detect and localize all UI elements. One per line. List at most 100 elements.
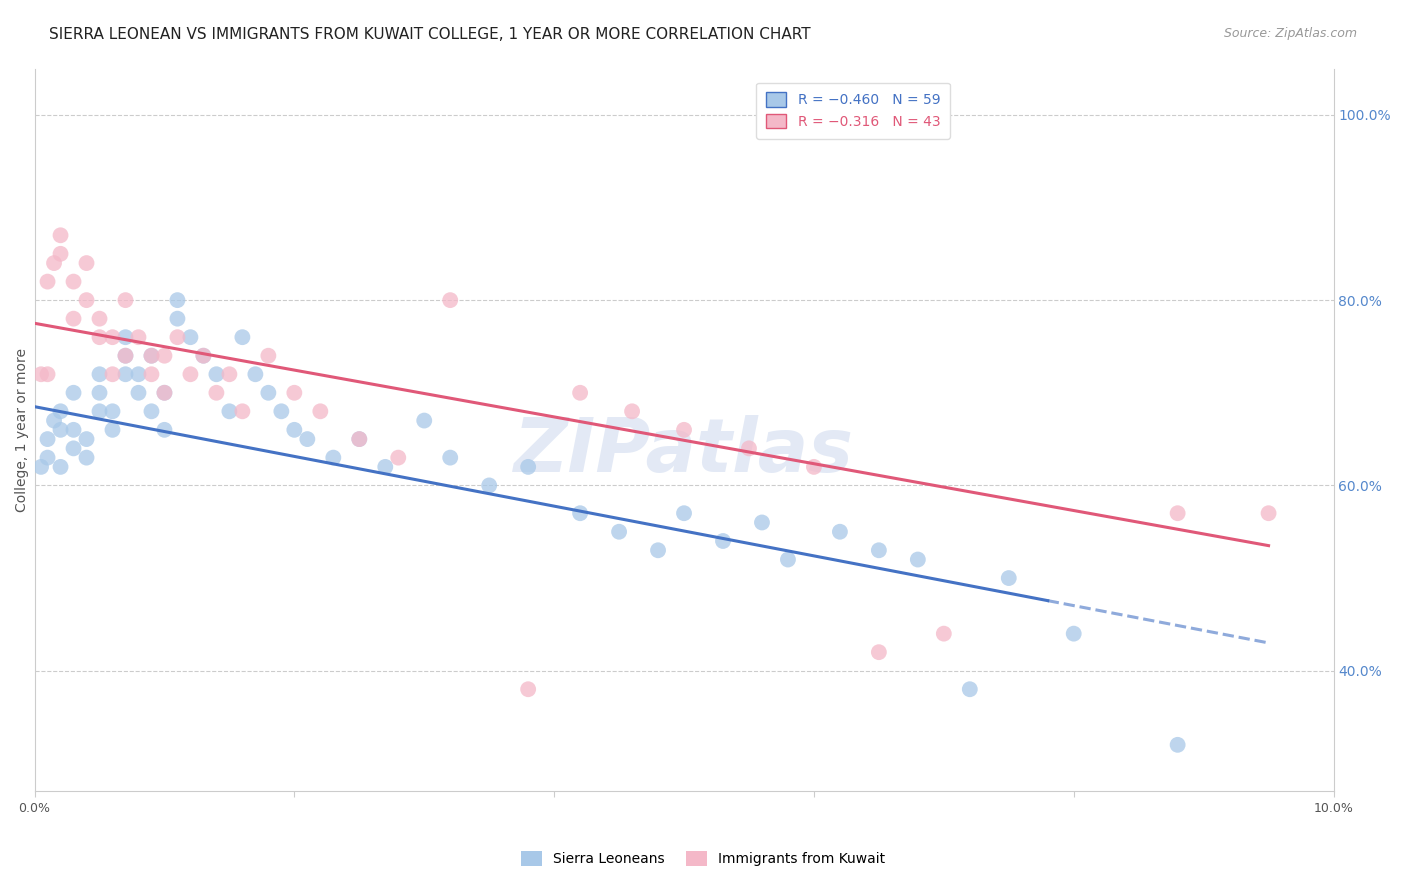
Point (569, 385, 592, 400)
Point (1167, 738, 1189, 752)
Point (673, 423, 696, 437)
Point (153, 349, 176, 363)
Point (297, 432, 319, 446)
Point (141, 349, 163, 363)
Point (37, 368, 59, 382)
Point (166, 330, 188, 344)
Point (141, 349, 163, 363)
Point (193, 349, 215, 363)
Point (517, 682, 540, 697)
Point (89, 368, 111, 382)
Point (270, 404, 292, 418)
Point (37, 450, 59, 465)
Point (517, 459, 540, 474)
Point (868, 543, 890, 558)
Point (231, 404, 253, 418)
Point (62, 423, 84, 437)
Text: ZIPatlas: ZIPatlas (515, 415, 853, 488)
Point (569, 506, 592, 520)
Point (439, 450, 461, 465)
Point (101, 330, 124, 344)
Point (711, 534, 734, 549)
Text: SIERRA LEONEAN VS IMMIGRANTS FROM KUWAIT COLLEGE, 1 YEAR OR MORE CORRELATION CHA: SIERRA LEONEAN VS IMMIGRANTS FROM KUWAIT… (49, 27, 811, 42)
Point (257, 385, 280, 400)
Point (62, 385, 84, 400)
Point (49, 423, 72, 437)
Point (179, 368, 201, 382)
Point (245, 368, 267, 382)
Y-axis label: College, 1 year or more: College, 1 year or more (15, 348, 30, 512)
Point (932, 626, 955, 640)
Point (30, 368, 52, 382)
Point (49, 459, 72, 474)
Point (218, 368, 240, 382)
Point (673, 506, 696, 520)
Point (76, 256, 98, 270)
Point (153, 385, 176, 400)
Point (1063, 626, 1085, 640)
Point (49, 404, 72, 418)
Point (439, 293, 461, 307)
Point (283, 385, 305, 400)
Point (387, 450, 409, 465)
Point (959, 682, 981, 697)
Point (153, 385, 176, 400)
Point (127, 385, 149, 400)
Point (205, 385, 228, 400)
Point (62, 311, 84, 326)
Point (803, 459, 825, 474)
Point (101, 404, 124, 418)
Point (257, 349, 280, 363)
Point (283, 423, 305, 437)
Point (1167, 506, 1189, 520)
Point (374, 459, 396, 474)
Point (76, 450, 98, 465)
Point (193, 349, 215, 363)
Point (114, 349, 136, 363)
Point (42, 256, 65, 270)
Point (738, 442, 761, 456)
Point (127, 330, 149, 344)
Point (322, 450, 344, 465)
Point (62, 442, 84, 456)
Point (114, 330, 136, 344)
Point (49, 228, 72, 243)
Point (413, 413, 436, 427)
Point (607, 524, 630, 539)
Point (141, 368, 163, 382)
Point (114, 349, 136, 363)
Point (907, 552, 929, 566)
Point (114, 368, 136, 382)
Point (231, 330, 253, 344)
Point (89, 330, 111, 344)
Point (828, 524, 851, 539)
Point (62, 275, 84, 289)
Point (997, 571, 1019, 585)
Point (205, 368, 228, 382)
Point (49, 247, 72, 261)
Point (101, 423, 124, 437)
Point (37, 275, 59, 289)
Point (776, 552, 799, 566)
Point (37, 432, 59, 446)
Point (30, 459, 52, 474)
Point (751, 516, 773, 530)
Point (647, 543, 669, 558)
Point (218, 404, 240, 418)
Point (141, 404, 163, 418)
Point (349, 432, 371, 446)
Point (349, 432, 371, 446)
Point (1257, 506, 1279, 520)
Legend: Sierra Leoneans, Immigrants from Kuwait: Sierra Leoneans, Immigrants from Kuwait (516, 846, 890, 871)
Point (89, 311, 111, 326)
Point (89, 404, 111, 418)
Point (76, 293, 98, 307)
Point (76, 432, 98, 446)
Point (127, 368, 149, 382)
Point (621, 404, 644, 418)
Text: Source: ZipAtlas.com: Source: ZipAtlas.com (1223, 27, 1357, 40)
Point (101, 368, 124, 382)
Point (153, 423, 176, 437)
Point (478, 478, 501, 492)
Point (166, 293, 188, 307)
